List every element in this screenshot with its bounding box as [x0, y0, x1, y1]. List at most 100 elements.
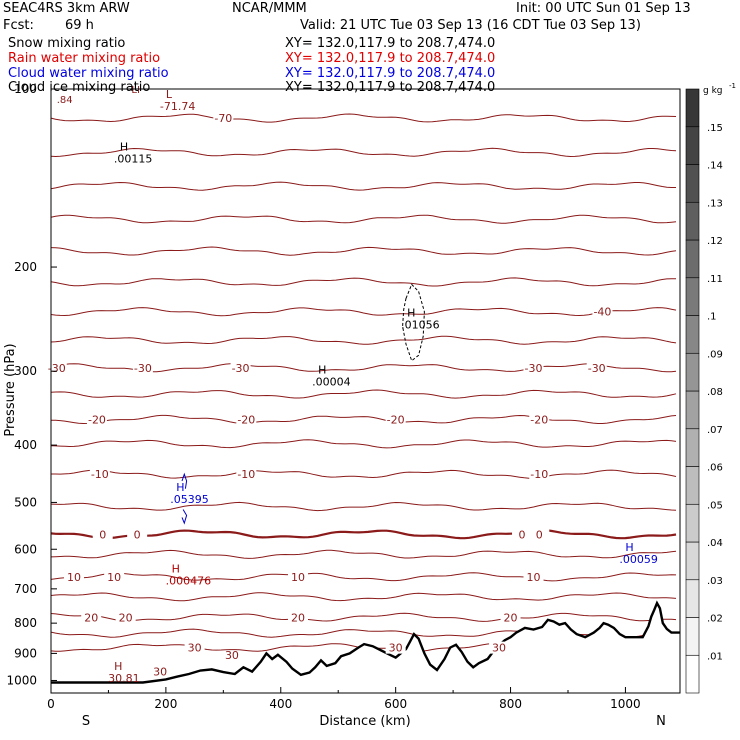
- x-tick-label: 200: [154, 697, 177, 711]
- colorbar-tick-label: .01: [707, 651, 723, 662]
- field-xy-cloud-water: XY= 132.0,117.9 to 208.7,474.0: [285, 66, 496, 81]
- extremum-letter: L: [166, 88, 173, 101]
- x-tick-label: 800: [499, 697, 522, 711]
- contour-label-bg: [592, 305, 613, 318]
- isotherm-20: [50, 612, 677, 622]
- colorbar-swatch: [685, 201, 700, 241]
- contour-label-bg: [288, 570, 309, 583]
- contour-label: 30: [225, 649, 239, 662]
- terrain-profile: [51, 600, 680, 693]
- colorbar-swatch: [685, 315, 700, 354]
- extremum-value: .000476: [166, 574, 212, 587]
- x-tick-label: 0: [47, 697, 55, 711]
- field-xy-cloud-ice: XY= 132.0,117.9 to 208.7,474.0: [285, 80, 496, 95]
- isotherm-0: [50, 528, 677, 540]
- isotherm--25: [50, 389, 677, 399]
- contour-label-bg: [236, 413, 257, 426]
- colorbar-tick-label: .12: [707, 236, 723, 247]
- contour-label: 0: [99, 528, 106, 541]
- y-tick-label: 200: [14, 260, 37, 274]
- contour-label-bg: [213, 112, 234, 125]
- isotherm--55: [50, 214, 677, 224]
- colorbar-swatch: [685, 466, 700, 505]
- contour-label: -30: [134, 362, 152, 375]
- extremum-letter: H: [318, 364, 326, 377]
- contour-label-bg: [230, 361, 251, 374]
- contour-label: -20: [530, 413, 548, 426]
- contour-label: -30: [525, 362, 543, 375]
- isotherm--45: [50, 277, 677, 287]
- contour-label-bg: [288, 611, 309, 624]
- contour-label: 0: [536, 528, 543, 541]
- contour-label-bg: [92, 528, 113, 541]
- y-tick-label: 700: [14, 582, 37, 596]
- contour-label-bg: [529, 413, 550, 426]
- contour-label-bg: [500, 611, 521, 624]
- colorbar-tick-label: .14: [707, 161, 723, 172]
- terrain-line: [51, 600, 680, 684]
- colorbar-swatch: [685, 88, 700, 128]
- colorbar-tick-label: .15: [707, 123, 723, 134]
- contour-label: -20: [387, 413, 405, 426]
- isotherm--20: [50, 414, 677, 425]
- isotherm--5: [50, 501, 677, 512]
- terrain-fill: [51, 603, 680, 693]
- colorbar-swatch: [685, 352, 700, 392]
- extremum-letter: H: [120, 140, 128, 153]
- contour-label-bg: [89, 468, 110, 481]
- colorbar-swatch: [685, 579, 700, 618]
- cloud-water-contour: [181, 509, 188, 525]
- model-title: SEAC4RS 3km ARW: [3, 1, 130, 16]
- endpoint-south: S: [82, 714, 90, 729]
- y-tick-label: 900: [14, 646, 37, 660]
- contour-label: 20: [84, 611, 98, 624]
- contour-label: -10: [237, 468, 255, 481]
- colorbar-swatch: [685, 654, 700, 694]
- y-tick-label: 400: [14, 438, 37, 452]
- isotherm--10: [51, 469, 677, 479]
- contour-label: -30: [588, 362, 606, 375]
- contour-label: 10: [527, 571, 541, 584]
- contour-label: -10: [530, 468, 548, 481]
- contour-label-bg: [529, 468, 550, 481]
- contour-label-bg: [385, 413, 406, 426]
- axes: 0 200 400 600 800 100020030040050060070080090…: [6, 82, 640, 711]
- y-tick-label: 1000: [6, 673, 37, 687]
- extremum-value: 30.81: [108, 672, 140, 685]
- contour-label-bg: [236, 468, 257, 481]
- colorbar-swatch: [685, 541, 700, 581]
- isotherm--35: [50, 335, 677, 345]
- field-xy-rain: XY= 132.0,117.9 to 208.7,474.0: [285, 51, 496, 66]
- valid-time: Valid: 21 UTC Tue 03 Sep 13 (16 CDT Tue …: [300, 18, 641, 33]
- isotherm--15: [50, 439, 677, 449]
- y-tick-label-top: 100: [14, 82, 37, 96]
- field-label-cloud-water: Cloud water mixing ratio: [8, 66, 169, 81]
- fcst-value: 69 h: [65, 18, 94, 33]
- colorbar-tick-label: .1: [707, 312, 717, 323]
- colorbar-tick-label: .08: [707, 387, 723, 398]
- contour-label: 20: [291, 611, 305, 624]
- endpoint-north: N: [656, 714, 666, 729]
- isotherm-10: [50, 572, 677, 582]
- contour-label: 30: [389, 642, 403, 655]
- isotherm--30: [50, 363, 677, 373]
- colorbar-tick-label: .04: [707, 538, 723, 549]
- isotherm-15: [50, 592, 677, 602]
- extrema-markers: H.00115H.01056H.00004H.05395H.00059H.000…: [108, 88, 658, 685]
- extremum-value: .00059: [619, 553, 658, 566]
- contour-label: -70: [214, 112, 232, 125]
- colorbar-swatch: [685, 126, 700, 165]
- contour-label: 30: [153, 665, 167, 678]
- cloud-ice-contour: [402, 283, 425, 362]
- isotherm-5: [50, 549, 677, 559]
- contour-label-bg: [586, 361, 607, 374]
- extremum-value: .00115: [114, 152, 153, 165]
- contour-label: 30: [188, 642, 202, 655]
- field-label-rain: Rain water mixing ratio: [8, 51, 161, 66]
- contour-label-bg: [81, 611, 102, 624]
- contour-label-bg: [63, 570, 84, 583]
- colorbar-swatch: [685, 164, 700, 203]
- colorbar-swatch: [685, 617, 700, 656]
- contour-label: 10: [291, 571, 305, 584]
- extremum-letter: H: [625, 541, 633, 554]
